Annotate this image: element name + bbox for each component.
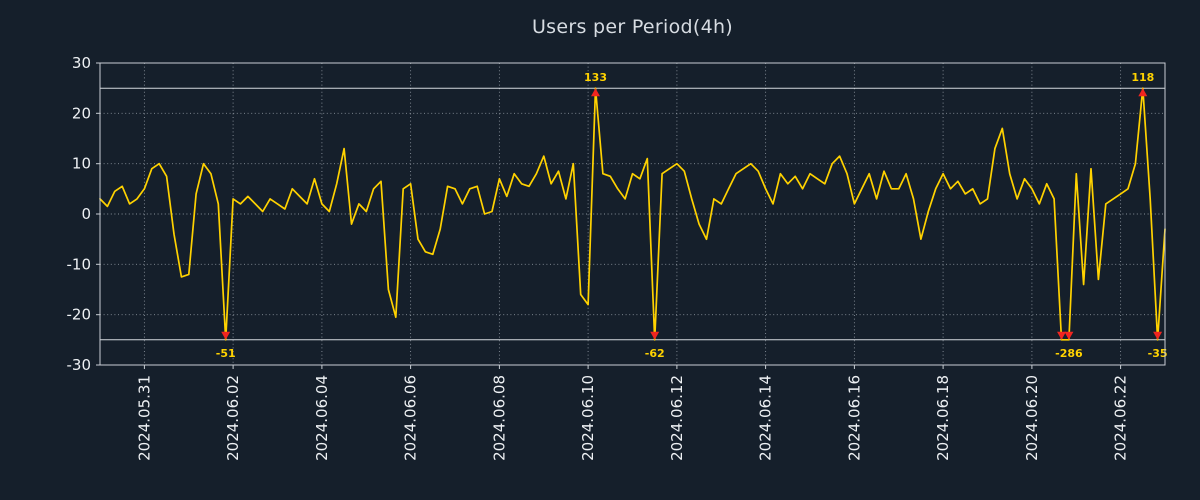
clip-marker-down-icon — [1153, 331, 1163, 340]
clip-marker-down-icon — [1057, 331, 1066, 340]
y-tick-label: 10 — [72, 155, 91, 173]
x-tick-label: 2024.06.14 — [757, 375, 775, 461]
clip-marker-down-icon — [1064, 331, 1074, 340]
x-tick-label: 2024.06.10 — [579, 375, 597, 461]
annotation-label: 118 — [1131, 71, 1154, 84]
x-tick-label: 2024.06.08 — [490, 375, 508, 461]
gridlines — [100, 62, 1165, 366]
x-tick-label: 2024.06.22 — [1112, 375, 1130, 461]
x-axis-labels: 2024.05.31 2024.06.02 2024.06.04 2024.06.06… — [135, 375, 1129, 461]
y-tick-label: 20 — [72, 104, 91, 122]
x-tick-label: 2024.06.18 — [934, 375, 952, 461]
x-tick-label: 2024.05.31 — [135, 375, 153, 461]
y-tick-label: -20 — [67, 306, 92, 324]
annotation-label: -35 — [1148, 347, 1168, 360]
value-annotations: -51 133 -62 -286 118 -35 — [216, 71, 1168, 360]
y-tick-label: -30 — [67, 356, 92, 374]
annotation-label: -51 — [216, 347, 236, 360]
tick-marks — [96, 62, 1122, 369]
y-tick-label: -10 — [67, 255, 92, 273]
x-tick-label: 2024.06.16 — [845, 375, 863, 461]
y-tick-label: 0 — [81, 205, 91, 223]
x-tick-label: 2024.06.20 — [1023, 375, 1041, 461]
annotation-label: -286 — [1055, 347, 1083, 360]
annotation-label: -62 — [645, 347, 665, 360]
series-line — [99, 87, 1166, 341]
annotation-label: 133 — [584, 71, 607, 84]
y-axis-labels: -30 -20 -10 0 10 20 30 — [67, 54, 92, 374]
clip-marker-down-icon — [221, 331, 231, 340]
clip-markers — [221, 88, 1163, 340]
clip-marker-down-icon — [650, 331, 660, 340]
x-tick-label: 2024.06.02 — [224, 375, 242, 461]
chart-title: Users per Period(4h) — [531, 16, 734, 38]
y-tick-label: 30 — [72, 54, 91, 72]
plot-frame — [99, 62, 1166, 366]
x-tick-label: 2024.06.12 — [668, 375, 686, 461]
x-tick-label: 2024.06.06 — [402, 375, 420, 461]
clip-marker-up-icon — [591, 88, 600, 97]
x-tick-label: 2024.06.04 — [313, 375, 331, 461]
clip-threshold-lines — [100, 87, 1165, 341]
clip-marker-up-icon — [1138, 88, 1148, 97]
